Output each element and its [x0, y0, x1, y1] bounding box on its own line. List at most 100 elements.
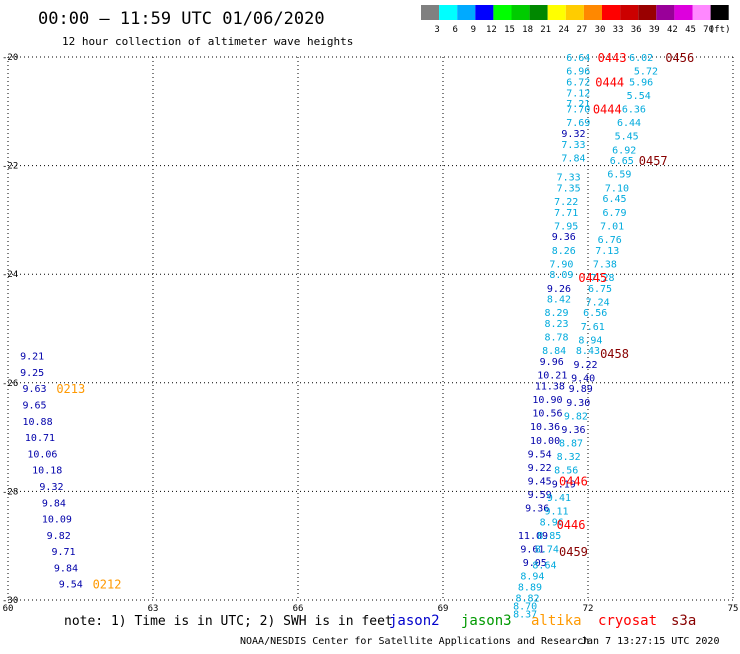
- wave-height-label: 9.11: [545, 506, 569, 517]
- wave-height-label: 9.61: [520, 544, 544, 555]
- wave-height-label: 8.94: [520, 572, 544, 583]
- wave-height-label: 8.87: [559, 439, 583, 450]
- wave-height-label: 10.18: [32, 466, 62, 477]
- x-tick-label: 75: [728, 604, 739, 614]
- wave-height-label: 7.33: [561, 140, 585, 151]
- y-tick-label: -30: [2, 596, 18, 606]
- wave-height-label: 6.79: [603, 208, 627, 219]
- wave-height-label: 9.41: [547, 493, 571, 504]
- y-axis-ticks: -20 -22 -24 -26 -28 -30: [2, 53, 18, 606]
- wave-height-label: 9.32: [561, 129, 585, 140]
- colorbar-label: 30: [595, 25, 606, 35]
- wave-height-label: 7.21: [566, 99, 590, 110]
- colorbar-label: 6: [452, 25, 457, 35]
- colorbar-swatch: [583, 5, 602, 20]
- wave-height-label: 8.74: [535, 544, 559, 555]
- wave-height-label: 8.84: [542, 346, 566, 357]
- wave-height-label: 6.75: [588, 284, 612, 295]
- wave-height-label: 8.26: [552, 246, 576, 257]
- wave-height-label: 9.84: [42, 498, 66, 509]
- colorbar-unit: (ft): [709, 25, 731, 35]
- pass-time-label: 0443: [598, 51, 627, 65]
- colorbar-swatch: [439, 5, 458, 20]
- wave-height-label: 6.72: [566, 77, 590, 88]
- wave-height-label: 9.36: [525, 504, 549, 515]
- y-tick-label: -20: [2, 53, 18, 63]
- wave-height-label: 10.88: [23, 417, 53, 428]
- y-tick-label: -26: [2, 379, 18, 389]
- wave-height-label: 7.12: [566, 88, 590, 99]
- wave-height-label: 9.45: [528, 477, 552, 488]
- wave-height-label: 6.56: [583, 308, 607, 319]
- wave-height-label: 7.33: [557, 172, 581, 183]
- chart-subtitle: 12 hour collection of altimeter wave hei…: [62, 35, 353, 48]
- pass-time-label: 0212: [93, 578, 122, 592]
- wave-height-label: 7.84: [561, 153, 585, 164]
- colorbar-label: 33: [613, 25, 624, 35]
- wave-height-label: 6.64: [566, 53, 590, 64]
- wave-height-label: 6.76: [598, 235, 622, 246]
- pass-time-label: 0457: [639, 154, 668, 168]
- timestamp-text: Jan 7 13:27:15 UTC 2020: [581, 636, 719, 647]
- wave-height-label: 9.65: [23, 401, 47, 412]
- wave-height-label: 7.95: [554, 221, 578, 232]
- wave-height-label: 6.36: [622, 105, 646, 116]
- colorbar-swatch: [710, 5, 729, 20]
- wave-height-label: 9.63: [23, 384, 47, 395]
- colorbar-swatch: [565, 5, 584, 20]
- pass-time-label: 0446: [559, 475, 588, 489]
- colorbar-swatch: [692, 5, 711, 20]
- y-tick-label: -22: [2, 162, 18, 172]
- colorbar-label: 9: [471, 25, 476, 35]
- wave-height-label: 9.59: [528, 490, 552, 501]
- colorbar-swatch: [421, 5, 440, 20]
- colorbar-swatch: [656, 5, 675, 20]
- wave-height-label: 7.24: [586, 297, 610, 308]
- wave-height-label: 9.36: [552, 232, 576, 243]
- wave-height-label: 9.84: [54, 563, 78, 574]
- pass-time-label: 0446: [557, 518, 586, 532]
- colorbar-swatch: [620, 5, 639, 20]
- colorbar-label: 3: [434, 25, 439, 35]
- wave-height-label: 10.36: [530, 422, 560, 433]
- colorbar-swatch: [457, 5, 476, 20]
- colorbar-label: 12: [486, 25, 497, 35]
- colorbar-swatch: [475, 5, 494, 20]
- footnote: note: 1) Time is in UTC; 2) SWH is in fe…: [64, 614, 393, 629]
- satellite-legend-altika: altika: [531, 613, 582, 629]
- wave-height-label: 9.26: [547, 284, 571, 295]
- x-tick-label: 72: [583, 604, 594, 614]
- colorbar-label: 18: [522, 25, 533, 35]
- pass-time-label: 0456: [665, 51, 694, 65]
- wave-height-label: 7.13: [595, 246, 619, 257]
- wave-height-label: 9.32: [39, 482, 63, 493]
- wave-height-label: 10.09: [42, 515, 72, 526]
- grid-lines: [7, 56, 734, 601]
- wave-height-label: 11.38: [535, 382, 565, 393]
- wave-height-label: 11.09: [518, 531, 548, 542]
- wave-height-label: 10.90: [532, 395, 562, 406]
- wave-height-label: 8.89: [518, 582, 542, 593]
- wave-height-label: 5.96: [629, 77, 653, 88]
- wave-height-label: 7.10: [605, 183, 629, 194]
- colorbar-label: 45: [685, 25, 696, 35]
- wave-height-label: 5.45: [615, 132, 639, 143]
- colorbar-swatch: [602, 5, 621, 20]
- wave-height-label: 7.35: [557, 183, 581, 194]
- y-tick-label: -24: [2, 270, 18, 280]
- wave-height-label: 7.90: [549, 259, 573, 270]
- wave-height-label: 7.01: [600, 221, 624, 232]
- wave-height-label: 9.22: [528, 463, 552, 474]
- pass-time-labels: 0443 0456 0444 0444 0457 0445 0458 0213 0446 0446…: [56, 51, 694, 592]
- colorbar-label: 27: [576, 25, 587, 35]
- wave-height-label: 8.94: [578, 335, 602, 346]
- wave-height-label: 9.82: [47, 531, 71, 542]
- wave-height-label: 7.38: [593, 259, 617, 270]
- wave-height-label: 8.37: [513, 610, 537, 621]
- wave-height-label: 7.71: [554, 208, 578, 219]
- x-tick-label: 66: [293, 604, 304, 614]
- colorbar-label: 36: [631, 25, 642, 35]
- wave-height-label: 7.70: [566, 105, 590, 116]
